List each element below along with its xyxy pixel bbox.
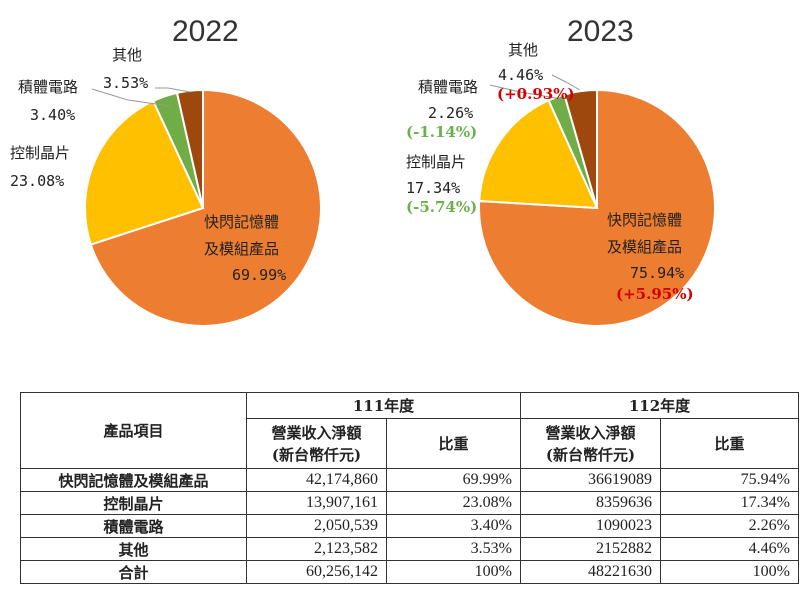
label-ic-name-2022: 積體電路	[18, 78, 78, 96]
row-pct-111: 69.99%	[386, 468, 521, 492]
pie-slice-flash-2023	[478, 88, 716, 327]
pie-2023	[478, 88, 716, 327]
label-flash-name2-2023: 及模組產品	[607, 238, 682, 256]
leader-line-ic-2022	[91, 88, 171, 107]
table-row: 積體電路 2,050,539 3.40% 1090023 2.26%	[20, 514, 799, 538]
row-rev-111: 42,174,860	[246, 468, 387, 492]
row-pct-112: 4.46%	[660, 537, 799, 561]
row-rev-112: 2152882	[520, 537, 661, 561]
label-ic-change-2023: (-1.14%)	[406, 123, 477, 141]
row-pct-112: 100%	[660, 560, 799, 584]
chart-title-2022: 2022	[172, 15, 239, 48]
label-controller-name-2023: 控制晶片	[406, 153, 466, 171]
label-other-change-2023: (+0.93%)	[497, 85, 575, 103]
row-name: 其他	[20, 537, 247, 561]
pie-2022	[84, 88, 322, 327]
pie-slice-other-2022	[175, 88, 204, 209]
table-row: 合計 60,256,142 100% 48221630 100%	[20, 560, 799, 584]
label-controller-value-2022: 23.08%	[10, 172, 64, 190]
row-rev-111: 2,050,539	[246, 514, 387, 538]
row-pct-111: 3.40%	[386, 514, 521, 538]
pie-slice-controller-2023	[478, 99, 599, 210]
pie-slice-other-2023	[563, 88, 598, 209]
row-rev-112: 1090023	[520, 514, 661, 538]
header-ratio-111: 比重	[386, 418, 521, 469]
label-other-name-2023: 其他	[508, 41, 538, 59]
label-flash-value-2022: 69.99%	[232, 266, 286, 284]
chart-title-2023: 2023	[567, 15, 634, 48]
row-rev-111: 13,907,161	[246, 491, 387, 515]
header-revenue-line1: 營業收入淨額	[271, 423, 362, 442]
label-other-value-2022: 3.53%	[103, 74, 148, 92]
header-year-112: 112年度	[520, 392, 799, 419]
row-rev-112: 36619089	[520, 468, 661, 492]
header-revenue-111: 營業收入淨額 (新台幣仟元)	[246, 418, 387, 469]
row-name: 快閃記憶體及模組產品	[20, 468, 247, 492]
row-name: 積體電路	[20, 514, 247, 538]
label-flash-change-2023: (+5.95%)	[616, 285, 694, 303]
table-row: 快閃記憶體及模組產品 42,174,860 69.99% 36619089 75…	[20, 468, 799, 492]
pie-slice-flash-2022	[89, 88, 322, 327]
row-name: 控制晶片	[20, 491, 247, 515]
label-other-name-2022: 其他	[112, 46, 142, 64]
header-revenue-line2: (新台幣仟元)	[271, 445, 362, 464]
label-ic-value-2023: 2.26%	[428, 104, 473, 122]
label-controller-change-2023: (-5.74%)	[406, 198, 477, 216]
label-flash-name1-2022: 快閃記憶體	[204, 213, 279, 231]
label-flash-name2-2022: 及模組產品	[204, 240, 279, 258]
row-name: 合計	[20, 560, 247, 584]
row-pct-111: 3.53%	[386, 537, 521, 561]
row-rev-112: 48221630	[520, 560, 661, 584]
header-product-item: 產品項目	[20, 392, 247, 469]
pie-charts: 其他 3.53% 積體電路 3.40% 控制晶片 23.08% 快閃記憶體 及模…	[10, 41, 716, 327]
row-rev-111: 2,123,582	[246, 537, 387, 561]
label-flash-value-2023: 75.94%	[630, 264, 684, 282]
label-ic-value-2022: 3.40%	[30, 106, 75, 124]
revenue-table: 產品項目 111年度 112年度 營業收入淨額 (新台幣仟元) 比重 營業收入淨額…	[20, 392, 799, 584]
label-ic-name-2023: 積體電路	[418, 78, 478, 96]
row-rev-111: 60,256,142	[246, 560, 387, 584]
row-pct-112: 17.34%	[660, 491, 799, 515]
label-other-value-2023: 4.46%	[498, 66, 543, 84]
row-pct-111: 23.08%	[386, 491, 521, 515]
label-flash-name1-2023: 快閃記憶體	[607, 211, 682, 229]
header-revenue-line1: 營業收入淨額	[545, 423, 636, 442]
leader-line-other-2022	[155, 87, 191, 93]
header-ratio-112: 比重	[660, 418, 799, 469]
row-pct-112: 2.26%	[660, 514, 799, 538]
leader-line-ic-2023	[489, 84, 563, 100]
table-row: 其他 2,123,582 3.53% 2152882 4.46%	[20, 537, 799, 561]
header-revenue-line2: (新台幣仟元)	[545, 445, 636, 464]
leader-line-other-2023	[551, 74, 581, 91]
label-controller-value-2023: 17.34%	[406, 179, 460, 197]
header-year-111: 111年度	[246, 392, 521, 419]
row-rev-112: 8359636	[520, 491, 661, 515]
row-pct-111: 100%	[386, 560, 521, 584]
pie-slice-controller-2022	[84, 99, 205, 246]
table-row: 控制晶片 13,907,161 23.08% 8359636 17.34%	[20, 491, 799, 515]
label-controller-name-2022: 控制晶片	[10, 144, 70, 162]
header-revenue-112: 營業收入淨額 (新台幣仟元)	[520, 418, 661, 469]
row-pct-112: 75.94%	[660, 468, 799, 492]
